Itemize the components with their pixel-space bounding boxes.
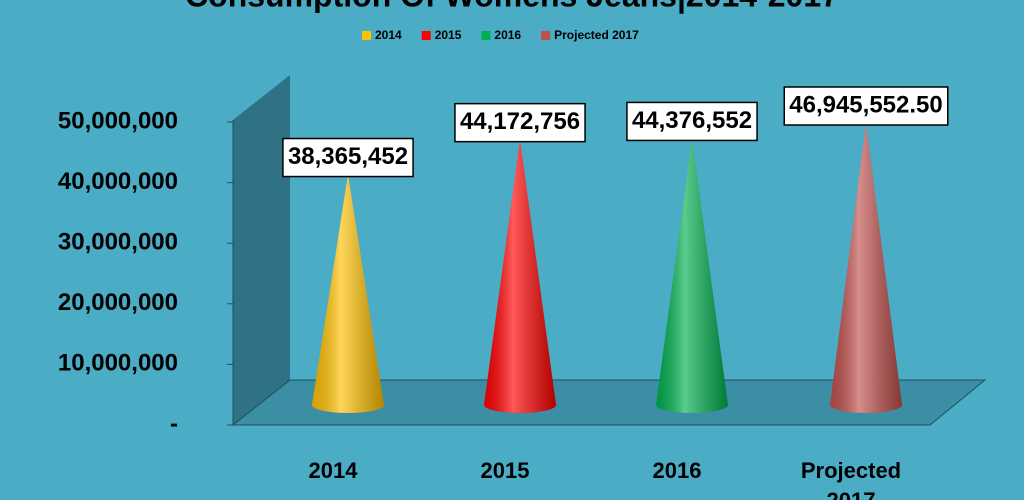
y-tick-label: 50,000,000 — [58, 107, 178, 134]
chart-title: Consumption Of Womens Jeans|2014-2017 — [185, 0, 839, 13]
x-tick-label: 2016 — [653, 458, 702, 483]
floor — [231, 379, 987, 426]
y-tick-label: - — [170, 410, 178, 437]
legend-swatch — [481, 31, 491, 40]
y-tick-label: 20,000,000 — [58, 289, 178, 316]
y-tick-label: 30,000,000 — [58, 229, 178, 256]
cone-shade — [312, 174, 384, 413]
value-label: 38,365,452 — [288, 143, 408, 170]
x-tick-label: 2014 — [309, 458, 359, 483]
legend-swatch — [362, 31, 371, 40]
cone-shade — [484, 139, 556, 413]
value-label: 46,945,552.50 — [789, 91, 942, 118]
value-label: 44,172,756 — [460, 108, 580, 135]
legend-label: Projected 2017 — [554, 28, 639, 42]
value-label-box — [626, 101, 758, 142]
legend-label: 2015 — [435, 28, 462, 42]
legend-swatch — [541, 31, 551, 40]
value-label-box — [454, 102, 586, 143]
x-tick-label: 2015 — [481, 458, 530, 483]
legend-swatch — [421, 31, 431, 40]
legend: 2014 2015 2016 Projected 2017 — [362, 28, 639, 42]
y-tick-label: 10,000,000 — [58, 350, 178, 377]
legend-label: 2016 — [494, 28, 521, 42]
value-label: 44,376,552 — [632, 107, 752, 134]
y-tick-label: 40,000,000 — [58, 168, 178, 195]
cone-shade — [830, 123, 902, 413]
value-label-box — [783, 86, 949, 126]
cone-shade — [656, 138, 728, 413]
legend-label: 2014 — [375, 28, 402, 42]
value-label-box — [282, 137, 414, 178]
back-wall — [233, 75, 290, 425]
